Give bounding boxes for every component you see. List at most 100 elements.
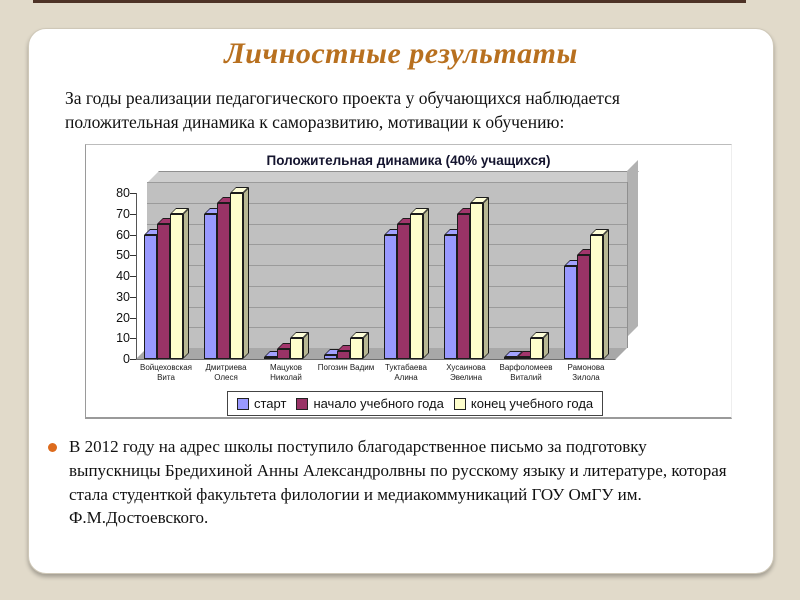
legend-item: старт <box>237 396 286 411</box>
chart-title: Положительная динамика (40% учащихся) <box>266 153 551 168</box>
y-axis-tick-label: 70 <box>116 206 130 221</box>
bar-front-face <box>444 234 457 359</box>
bar-front-face <box>217 203 230 359</box>
top-accent-strip <box>33 0 746 3</box>
bar <box>144 228 163 359</box>
y-axis-tick-label: 0 <box>123 352 130 366</box>
y-axis-tick <box>130 296 136 298</box>
y-axis-tick-label: 40 <box>116 269 130 283</box>
bar-front-face <box>564 265 577 359</box>
y-axis <box>136 193 137 359</box>
x-axis-category-label: Дмитриева Олеся <box>205 363 247 382</box>
y-axis-tick-label: 80 <box>116 186 130 200</box>
y-axis-tick <box>130 193 136 194</box>
bar-front-face <box>230 193 243 359</box>
intro-paragraph: За годы реализации педагогического проек… <box>65 88 620 132</box>
legend-item: начало учебного года <box>296 396 444 411</box>
bar-front-face <box>410 213 423 359</box>
bar-front-face <box>530 338 543 359</box>
bar <box>290 332 309 359</box>
slide-card: Личностные результаты За годы реализации… <box>28 28 774 574</box>
bar-front-face <box>337 350 350 359</box>
bar <box>337 344 356 359</box>
bar-side-face <box>243 187 249 359</box>
bar <box>410 207 429 359</box>
page-title: Личностные результаты <box>224 37 578 70</box>
legend-swatch <box>237 397 249 410</box>
bar <box>217 197 236 359</box>
bar-front-face <box>277 348 290 359</box>
bar <box>457 207 476 359</box>
bar-front-face <box>517 356 530 359</box>
legend-swatch <box>453 397 466 410</box>
bar <box>590 228 609 359</box>
bar <box>504 350 523 359</box>
bar <box>277 342 296 359</box>
legend-label: конец учебного года <box>470 396 594 411</box>
gridline <box>147 182 627 183</box>
bar <box>564 259 583 359</box>
y-axis-tick <box>130 213 136 215</box>
bullet-icon <box>48 443 57 452</box>
bar <box>577 249 596 359</box>
bullet-text: В 2012 году на адрес школы поступило бла… <box>69 437 727 528</box>
bar-front-face <box>457 213 470 359</box>
bar <box>230 187 249 359</box>
bar <box>264 350 283 359</box>
x-axis-category-label: Мацуков Николай <box>269 363 303 382</box>
bar <box>470 197 489 359</box>
bar <box>530 332 549 359</box>
bar-side-face <box>603 228 609 359</box>
bar <box>157 218 176 359</box>
y-axis-tick-label: 10 <box>116 331 130 346</box>
bar-front-face <box>170 213 183 359</box>
y-axis-tick <box>130 317 136 319</box>
x-axis-category-label: Туктабаева Алина <box>385 363 427 382</box>
y-axis-tick-label: 30 <box>116 289 130 304</box>
bar-front-face <box>470 203 483 359</box>
x-axis-category-label: Войцеховская Вита <box>140 363 192 382</box>
x-axis-category-label: Погозин Вадим <box>317 363 375 372</box>
bar-front-face <box>264 356 277 359</box>
bar-front-face <box>144 234 157 359</box>
legend-swatch <box>296 397 309 410</box>
chart-wall-side <box>627 160 638 337</box>
bar <box>324 348 343 359</box>
bar-front-face <box>590 234 603 359</box>
bar-side-face <box>183 207 189 359</box>
legend-label: начало учебного года <box>313 396 444 411</box>
y-axis-tick <box>130 338 136 340</box>
y-axis-tick <box>130 255 136 257</box>
bar-front-face <box>384 234 397 359</box>
y-axis-tick <box>130 276 136 277</box>
bar-front-face <box>397 224 410 359</box>
x-axis-category-label: Хусаинова Эвелина <box>446 363 486 382</box>
bar-front-face <box>350 338 363 359</box>
bar <box>384 228 403 359</box>
x-axis-category-label: Рамонова Зилола <box>567 363 605 382</box>
legend-label: старт <box>254 396 287 411</box>
y-axis-tick-label: 60 <box>116 227 130 242</box>
bar-front-face <box>324 354 337 359</box>
bar-front-face <box>157 224 170 359</box>
y-axis-tick-label: 50 <box>116 248 130 263</box>
bar-front-face <box>504 356 517 359</box>
bar <box>397 218 416 359</box>
bar-front-face <box>577 255 590 359</box>
y-axis-tick <box>130 234 136 236</box>
bar-front-face <box>204 213 217 359</box>
legend-item: конец учебного года <box>453 396 594 411</box>
bar <box>444 228 463 359</box>
bar <box>204 207 223 359</box>
chart-legend: старт начало учебного года конец учебного … <box>227 391 604 416</box>
bullet-item: В 2012 году на адрес школы поступило бла… <box>45 435 751 530</box>
gridline <box>147 223 627 225</box>
bar-side-face <box>423 207 429 359</box>
bar <box>517 350 536 359</box>
y-axis-tick <box>130 359 136 360</box>
bar-front-face <box>290 338 303 359</box>
bar <box>170 207 189 359</box>
x-axis-category-label: Варфоломеев Виталий <box>499 363 553 382</box>
bar <box>350 332 369 359</box>
